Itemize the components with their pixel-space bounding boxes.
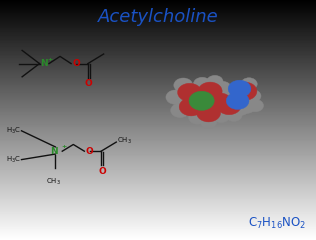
Circle shape — [226, 109, 242, 121]
Text: CH$_3$: CH$_3$ — [117, 136, 132, 146]
Circle shape — [226, 92, 249, 109]
Circle shape — [208, 93, 232, 111]
Circle shape — [233, 103, 249, 115]
Text: CH$_3$: CH$_3$ — [46, 176, 61, 187]
Text: C$_7$H$_{16}$NO$_2$: C$_7$H$_{16}$NO$_2$ — [248, 216, 307, 231]
Circle shape — [189, 111, 206, 124]
Circle shape — [193, 77, 211, 91]
Circle shape — [179, 98, 203, 116]
Text: O: O — [86, 147, 94, 156]
Text: +: + — [61, 144, 66, 149]
Text: O: O — [98, 167, 106, 176]
Text: N: N — [50, 147, 58, 156]
Text: H$_3$C: H$_3$C — [6, 155, 21, 165]
Text: N: N — [40, 59, 48, 68]
Text: +: + — [47, 57, 52, 62]
Circle shape — [207, 75, 223, 88]
Circle shape — [189, 91, 214, 110]
Text: H$_3$C: H$_3$C — [6, 126, 21, 136]
Circle shape — [238, 100, 255, 114]
Circle shape — [174, 78, 193, 92]
Circle shape — [200, 116, 217, 129]
Circle shape — [171, 103, 190, 118]
Text: O: O — [73, 59, 81, 68]
Circle shape — [166, 90, 185, 104]
Circle shape — [241, 78, 257, 90]
Circle shape — [213, 110, 229, 123]
Circle shape — [198, 82, 222, 100]
Circle shape — [217, 96, 241, 115]
Circle shape — [228, 80, 251, 97]
Circle shape — [197, 104, 221, 122]
Circle shape — [215, 81, 231, 94]
Text: Acetylcholine: Acetylcholine — [98, 8, 218, 26]
Circle shape — [221, 85, 237, 97]
Circle shape — [178, 83, 202, 102]
Text: O: O — [85, 79, 93, 88]
Circle shape — [245, 90, 261, 102]
Circle shape — [247, 99, 264, 112]
Circle shape — [233, 82, 257, 100]
